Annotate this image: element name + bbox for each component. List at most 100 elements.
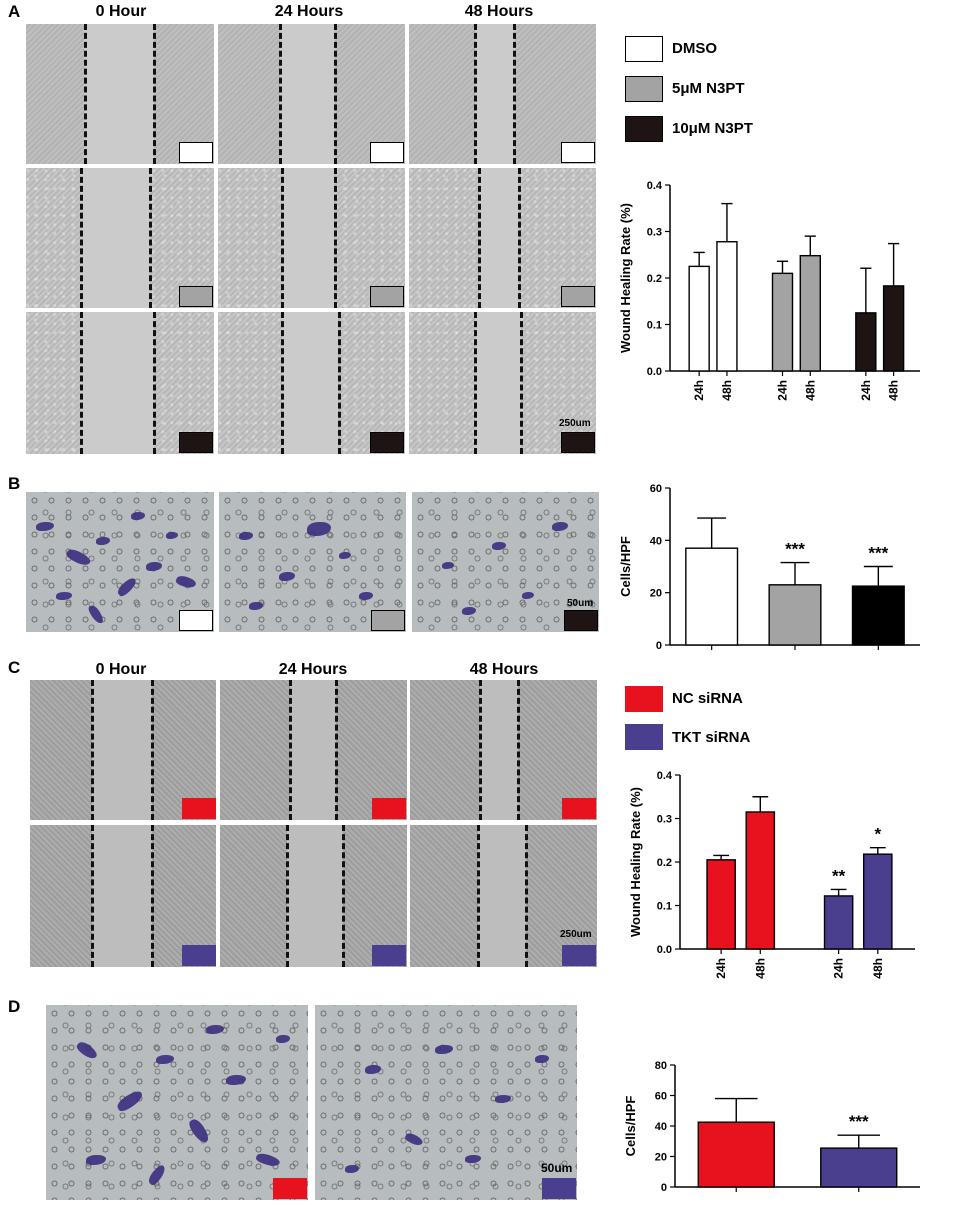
legend-swatch-dmso (625, 36, 663, 62)
y-tick-label: 60 (655, 1091, 667, 1103)
y-tick-label: 0.1 (657, 901, 672, 913)
micrograph-5um-0h (26, 168, 214, 308)
y-tick-label: 0.0 (657, 944, 672, 956)
micrograph-tkt-48h: 250um (410, 825, 597, 967)
transwell-image-5um (219, 492, 406, 632)
scale-bar-label: 50um (567, 598, 594, 609)
swatch-tkt (542, 1178, 576, 1199)
panel-letter-c: C (8, 658, 21, 677)
panel-letter-d: D (8, 997, 21, 1016)
swatch-nc (562, 798, 596, 819)
x-tick-label: 48h (887, 380, 901, 401)
micrograph-5um-48h (409, 168, 596, 308)
swatch-10um (370, 432, 404, 453)
micrograph-tkt-24h (220, 825, 407, 967)
transwell-image-dmso (26, 492, 214, 632)
scale-bar-label: 250um (560, 929, 592, 940)
swatch-5um (561, 286, 595, 307)
micrograph-nc-48h (410, 680, 597, 820)
y-tick-label: 0.2 (647, 273, 662, 285)
y-axis-label: Wound Healing Rate (%) (618, 203, 633, 353)
legend-label-nc: NC siRNA (672, 690, 743, 707)
micrograph-5um-24h (218, 168, 405, 308)
micrograph-dmso-48h (409, 24, 596, 164)
y-tick-label: 0.4 (657, 770, 673, 782)
time-label-24h: 24 Hours (278, 661, 348, 678)
y-axis-label: Wound Healing Rate (%) (628, 787, 643, 937)
x-tick-label: 48h (803, 380, 817, 401)
bar (799, 254, 821, 372)
micrograph-nc-24h (220, 680, 407, 820)
chart-a-wound-healing: 0.0 0.1 0.2 0.3 0.4 Wound Healing Rate (%) 24h… (618, 180, 920, 401)
chart-b-cells-hpf: 0 20 40 60 Cells/HPF *** *** (618, 483, 920, 652)
significance-label: *** (785, 540, 805, 559)
time-label-0h: 0 Hour (95, 661, 147, 678)
micrograph-10um-0h (26, 312, 214, 454)
y-tick-label: 0 (656, 640, 662, 652)
bar (685, 547, 739, 646)
y-tick-label: 0.1 (647, 320, 662, 332)
bar (768, 584, 822, 646)
micrograph-10um-24h (218, 312, 405, 454)
significance-label: ** (832, 866, 846, 885)
swatch-nc (372, 798, 406, 819)
micrograph-dmso-0h (26, 24, 214, 164)
time-label-0h: 0 Hour (95, 3, 147, 20)
swatch-dmso (179, 142, 213, 163)
legend-label-dmso: DMSO (672, 40, 717, 57)
bar (851, 585, 905, 646)
x-tick-label: 24h (692, 380, 706, 401)
legend-swatch-nc (625, 686, 663, 712)
bar (771, 272, 794, 372)
bar (745, 811, 776, 950)
y-tick-label: 40 (655, 1121, 667, 1133)
swatch-10um (179, 432, 213, 453)
y-tick-label: 60 (650, 483, 662, 495)
time-label-24h: 24 Hours (274, 3, 344, 20)
bar (697, 1121, 775, 1188)
swatch-5um (370, 286, 404, 307)
legend-swatch-5um (625, 76, 663, 102)
y-tick-label: 40 (650, 535, 662, 547)
swatch-dmso (179, 610, 213, 631)
bar (716, 241, 738, 372)
transwell-image-tkt: 50um (315, 1005, 577, 1200)
y-axis-label: Cells/HPF (623, 1096, 638, 1157)
legend-swatch-10um (625, 116, 663, 142)
bar (688, 265, 710, 372)
panel-letter-b: B (8, 474, 21, 493)
micrograph-tkt-0h (30, 825, 216, 967)
chart-d-cells-hpf: 0 20 40 60 80 Cells/HPF *** (623, 1060, 920, 1194)
swatch-5um (179, 286, 213, 307)
x-tick-label: 48h (753, 958, 767, 979)
y-tick-label: 0.3 (647, 227, 662, 239)
transwell-image-nc (46, 1005, 308, 1200)
bar (862, 853, 893, 950)
y-tick-label: 20 (655, 1152, 667, 1164)
legend-label-10um: 10μM N3PT (672, 120, 753, 137)
time-label-48h: 48 Hours (469, 661, 539, 678)
swatch-nc (273, 1178, 307, 1199)
y-tick-label: 0.2 (657, 857, 672, 869)
y-tick-label: 0.4 (647, 180, 663, 192)
significance-label: *** (868, 544, 888, 563)
swatch-tkt (182, 945, 216, 966)
swatch-10um (561, 432, 595, 453)
bar (855, 312, 877, 372)
scale-bar-label: 50um (541, 1161, 573, 1175)
time-label-48h: 48 Hours (464, 3, 534, 20)
significance-label: * (874, 825, 881, 844)
x-tick-label: 24h (859, 380, 873, 401)
legend-swatch-tkt (625, 724, 663, 750)
y-tick-label: 80 (655, 1060, 667, 1072)
y-axis-label: Cells/HPF (618, 536, 633, 597)
bar (820, 1147, 898, 1188)
transwell-image-10um: 50um (412, 492, 599, 632)
swatch-5um (371, 610, 405, 631)
y-tick-label: 0.3 (657, 814, 672, 826)
scale-bar-label: 250um (559, 418, 591, 429)
y-tick-label: 20 (650, 588, 662, 600)
x-tick-label: 48h (871, 958, 885, 979)
bar (706, 859, 736, 950)
chart-c-wound-healing: 0.0 0.1 0.2 0.3 0.4 Wound Healing Rate (%) 24h… (628, 770, 915, 979)
